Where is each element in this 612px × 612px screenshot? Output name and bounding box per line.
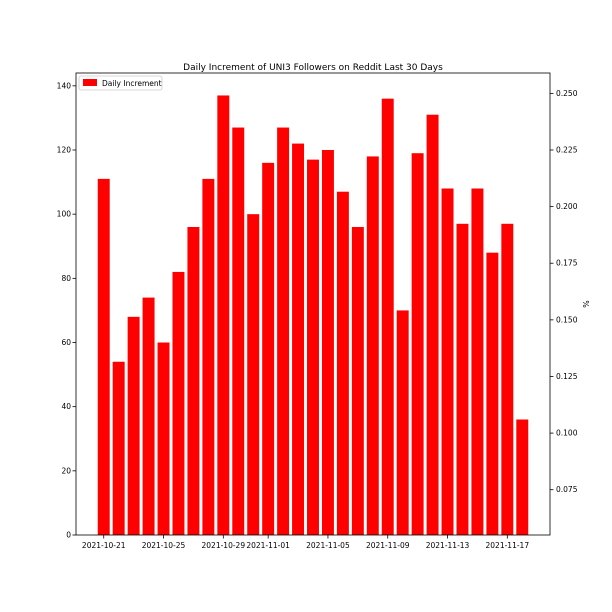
plot-frame — [75, 72, 551, 536]
y-tick-label: 20 — [61, 466, 71, 475]
bar — [247, 214, 260, 535]
x-tick-label: 2021-11-05 — [306, 541, 350, 550]
bar — [262, 162, 275, 536]
legend: Daily Increment — [78, 75, 163, 91]
y-tick-label: 140 — [57, 81, 72, 90]
bar — [396, 310, 409, 535]
bar — [441, 188, 454, 535]
legend-label: Daily Increment — [102, 79, 162, 88]
bar — [411, 153, 424, 536]
bar — [142, 297, 155, 535]
bar — [351, 227, 364, 535]
bar — [97, 178, 110, 535]
bar — [277, 127, 290, 536]
x-tick-label: 2021-11-13 — [426, 541, 470, 550]
y-axis-left: 0 20 40 60 80 100 120 140 — [57, 81, 76, 540]
bar — [202, 178, 215, 535]
y2-axis-label: % — [581, 300, 590, 308]
bar — [187, 227, 200, 535]
bar — [112, 361, 125, 535]
bar — [157, 342, 170, 535]
bar — [381, 98, 394, 536]
x-tick-label: 2021-10-29 — [202, 541, 246, 550]
bar — [307, 159, 319, 535]
bar — [426, 114, 439, 535]
y-tick-label: 80 — [61, 274, 71, 283]
y2-tick-label: 0.200 — [556, 202, 578, 211]
y2-tick-label: 0.075 — [556, 485, 578, 494]
y-tick-label: 60 — [61, 338, 71, 347]
bar — [366, 156, 379, 535]
y2-tick-label: 0.250 — [556, 89, 578, 98]
bar — [232, 127, 245, 536]
chart-title: Daily Increment of UNI3 Followers on Red… — [183, 63, 443, 73]
y2-tick-label: 0.100 — [556, 429, 578, 438]
y-tick-label: 100 — [57, 210, 72, 219]
y-tick-label: 0 — [66, 531, 71, 540]
x-tick-label: 2021-11-17 — [486, 541, 530, 550]
y2-tick-label: 0.175 — [556, 259, 578, 268]
bar — [172, 271, 185, 535]
legend-box — [78, 75, 163, 91]
y-tick-label: 40 — [61, 402, 71, 411]
bar — [127, 316, 140, 535]
x-tick-label: 2021-10-25 — [142, 541, 186, 550]
bars-group — [97, 95, 529, 536]
x-tick-label: 2021-11-09 — [366, 541, 410, 550]
y-axis-right: 0.075 0.100 0.125 0.150 0.175 0.200 0.225 0.250 — [550, 89, 578, 494]
bar — [292, 143, 305, 536]
bar — [486, 252, 499, 535]
bar — [217, 95, 230, 535]
y2-tick-label: 0.225 — [556, 146, 578, 155]
bar — [336, 191, 349, 536]
y2-tick-label: 0.150 — [556, 315, 578, 324]
bar — [456, 223, 469, 535]
x-axis: 2021-10-21 2021-10-25 2021-10-29 2021-11-01… — [82, 535, 529, 550]
y-tick-label: 120 — [57, 146, 72, 155]
x-tick-label: 2021-10-21 — [82, 541, 126, 550]
bar — [516, 419, 529, 535]
bar — [471, 188, 484, 535]
x-tick-label: 2021-11-01 — [246, 541, 290, 550]
legend-swatch — [83, 79, 97, 86]
y2-tick-label: 0.125 — [556, 372, 578, 381]
bar — [501, 223, 514, 535]
bar — [321, 150, 334, 535]
